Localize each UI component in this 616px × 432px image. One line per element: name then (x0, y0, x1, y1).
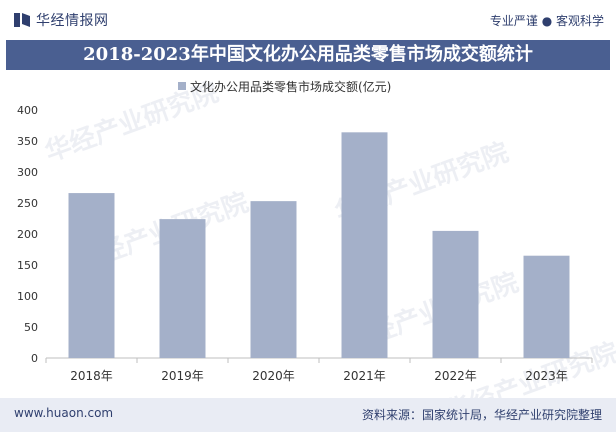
y-tick-label: 400 (17, 104, 38, 117)
bar (68, 193, 115, 358)
x-tick-label: 2020年 (252, 369, 295, 383)
bar (523, 255, 570, 358)
chart-title: 2018-2023年中国文化办公用品类零售市场成交额统计 (6, 40, 610, 70)
y-tick-label: 0 (31, 352, 38, 365)
chart-area: 华经产业研究院 华经产业研究院 华经产业研究院 华经产业研究院 华经产业研究院 … (0, 72, 616, 428)
header-bar: 华经情报网 专业严谨 ● 客观科学 (0, 0, 616, 38)
y-tick-label: 150 (17, 259, 38, 272)
bar (432, 230, 479, 358)
x-tick-label: 2023年 (525, 369, 568, 383)
y-tick-label: 250 (17, 197, 38, 210)
bar (250, 201, 297, 358)
bar (341, 132, 388, 358)
x-tick-label: 2021年 (343, 369, 386, 383)
footer-bar: www.huaon.com 资料来源：国家统计局，华经产业研究院整理 (0, 398, 616, 432)
bar-chart: 文化办公用品类零售市场成交额(亿元) 0 50 100 150 200 250 300 350 4… (17, 79, 593, 383)
logo-icon (14, 13, 30, 27)
y-tick-label: 350 (17, 135, 38, 148)
site-url: www.huaon.com (14, 406, 114, 420)
legend-swatch (178, 82, 186, 90)
bar (159, 219, 206, 358)
y-tick-label: 50 (24, 321, 38, 334)
x-tick-label: 2019年 (161, 369, 204, 383)
source-note: 资料来源：国家统计局，华经产业研究院整理 (361, 408, 602, 422)
brand-name: 华经情报网 (36, 13, 109, 29)
y-tick-label: 300 (17, 166, 38, 179)
slogan: 专业严谨 ● 客观科学 (489, 14, 604, 28)
y-tick-label: 200 (17, 228, 38, 241)
x-tick-label: 2018年 (70, 369, 113, 383)
legend-label: 文化办公用品类零售市场成交额(亿元) (190, 79, 391, 94)
x-tick-label: 2022年 (434, 369, 477, 383)
y-tick-label: 100 (17, 290, 38, 303)
